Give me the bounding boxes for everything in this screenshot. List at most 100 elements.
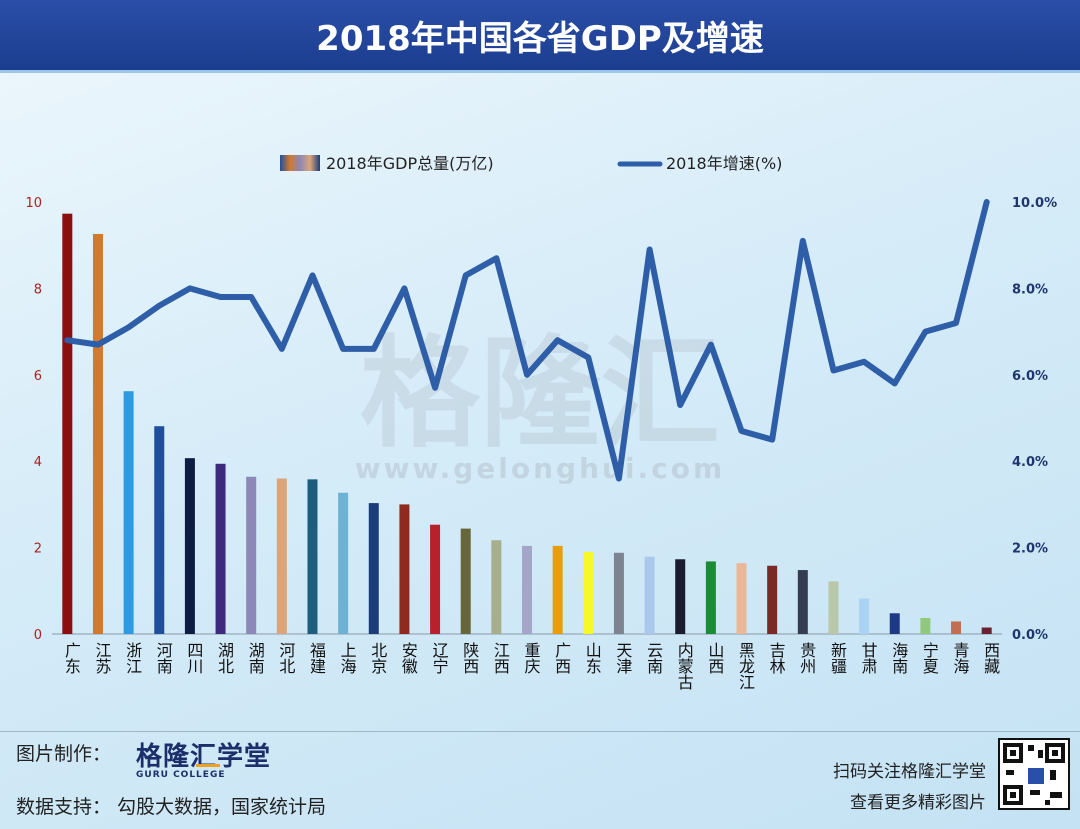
x-tick-label: 吉林: [767, 642, 786, 674]
y-left-tick-label: 8: [34, 282, 42, 297]
watermark: 格隆汇 www.gelonghui.com: [355, 325, 725, 485]
bar: [491, 540, 502, 634]
line-point: [157, 303, 162, 308]
y-left-tick-label: 10: [25, 196, 42, 211]
bar: [920, 618, 931, 634]
bars-group: [62, 213, 992, 634]
made-by-label: 图片制作：: [16, 743, 112, 765]
bar: [859, 598, 870, 634]
x-tick-label: 重庆: [522, 642, 541, 674]
x-tick-label: 甘肃: [859, 642, 878, 674]
bar: [123, 391, 134, 634]
bar: [154, 426, 165, 634]
line-point: [800, 238, 805, 243]
y-right-tick-label: 2.0%: [1012, 542, 1048, 557]
line-point: [525, 372, 529, 377]
y-left-tick-label: 0: [34, 628, 42, 643]
bar: [338, 492, 349, 634]
line-point: [187, 286, 192, 291]
line-group: [64, 199, 990, 482]
x-tick-label: 西藏: [981, 642, 1000, 675]
bar: [583, 551, 594, 634]
line-point: [402, 286, 407, 291]
qr-caption-line1: 扫码关注格隆汇学堂: [833, 762, 986, 782]
x-tick-label: 广西: [552, 642, 571, 674]
line-point: [555, 338, 560, 343]
watermark-url: www.gelonghui.com: [355, 452, 725, 485]
y-right-tick-label: 6.0%: [1012, 369, 1048, 384]
x-tick-label: 天津: [613, 642, 632, 674]
logo-subtitle: GURU COLLEGE: [136, 764, 226, 780]
header-divider: [0, 70, 1080, 73]
line-point: [433, 385, 438, 390]
line-point: [831, 368, 836, 373]
x-tick-label: 青海: [951, 642, 970, 674]
x-tick-label: 河南: [154, 642, 173, 674]
bar: [276, 478, 287, 634]
line-point: [341, 346, 346, 351]
bar: [307, 479, 318, 634]
legend: 2018年GDP总量(万亿) 2018年增速(%): [280, 154, 782, 173]
line-point: [647, 247, 652, 252]
legend-swatch-bar: [280, 155, 320, 171]
bar: [797, 570, 808, 634]
legend-label-gdp: 2018年GDP总量(万亿): [326, 154, 494, 173]
line-point: [923, 329, 928, 334]
x-tick-label: 四川: [184, 642, 203, 674]
bar: [675, 559, 686, 634]
bar: [705, 561, 716, 634]
line-point: [463, 273, 468, 278]
bar: [951, 621, 962, 634]
bar: [889, 613, 900, 634]
x-tick-label: 海南: [889, 642, 908, 674]
bar: [552, 545, 563, 634]
bar: [368, 503, 379, 634]
x-tick-label: 安徽: [399, 642, 418, 674]
x-tick-label: 江西: [491, 642, 510, 674]
line-point: [770, 437, 775, 442]
qr-code[interactable]: [998, 738, 1070, 810]
x-tick-label: 云南: [644, 642, 663, 674]
y-left-tick-label: 4: [34, 455, 42, 470]
legend-label-growth: 2018年增速(%): [666, 154, 782, 173]
x-tick-label: 湖北: [215, 642, 234, 674]
line-point: [65, 338, 70, 343]
x-tick-label: 辽宁: [430, 642, 449, 674]
line-point: [494, 256, 499, 261]
line-point: [310, 273, 315, 278]
line-point: [954, 320, 959, 325]
x-tick-label: 上海: [338, 642, 357, 674]
data-source: 数据支持： 勾股大数据，国家统计局: [16, 796, 327, 818]
x-tick-label: 黑龙江: [736, 642, 755, 690]
bar: [92, 233, 103, 634]
x-tick-label: 山东: [583, 642, 602, 674]
bar: [215, 463, 226, 634]
bar: [184, 458, 195, 634]
x-axis-labels: 广东 江苏 浙江 河南 四川 湖北 湖南 河北 福建 上海 北京 安徽 辽宁 陕西 江西 重庆 广西 山东 天津 云南…: [62, 642, 1000, 690]
x-tick-label: 山西: [705, 642, 724, 674]
x-tick-label: 陕西: [460, 642, 479, 674]
y-right-tick-label: 8.0%: [1012, 282, 1048, 297]
bar: [399, 504, 410, 634]
line-point: [371, 346, 376, 351]
bar: [981, 627, 992, 634]
x-tick-label: 江苏: [92, 642, 111, 675]
line-point: [279, 346, 284, 351]
line-point: [739, 428, 744, 433]
bar: [767, 565, 778, 634]
axes: 0 2 4 6 8 10 0.0% 2.0% 4.0% 6.0% 8.0% 10.0%: [25, 196, 1057, 643]
bar: [522, 545, 532, 634]
line-point: [862, 359, 867, 364]
x-tick-label: 福建: [307, 642, 326, 674]
x-tick-label: 内蒙古: [675, 642, 694, 690]
x-tick-label: 湖南: [246, 642, 265, 674]
bar: [644, 556, 655, 634]
qr-caption-line2: 查看更多精彩图片: [850, 793, 986, 813]
x-tick-label: 广东: [62, 642, 81, 674]
y-left-tick-label: 6: [34, 369, 42, 384]
bar: [736, 563, 747, 634]
bar: [828, 581, 839, 634]
x-tick-label: 北京: [368, 642, 387, 675]
y-left-tick-label: 2: [34, 542, 42, 557]
chart-title: 2018年中国各省GDP及增速: [0, 0, 1080, 70]
